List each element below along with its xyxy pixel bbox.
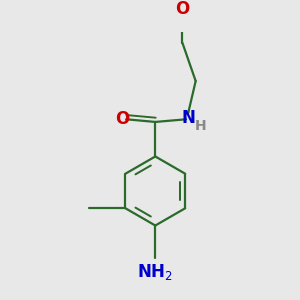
- Text: NH$_2$: NH$_2$: [137, 262, 173, 282]
- Text: N: N: [181, 109, 195, 127]
- Text: H: H: [195, 119, 207, 133]
- Text: O: O: [175, 0, 190, 18]
- Text: O: O: [115, 110, 130, 128]
